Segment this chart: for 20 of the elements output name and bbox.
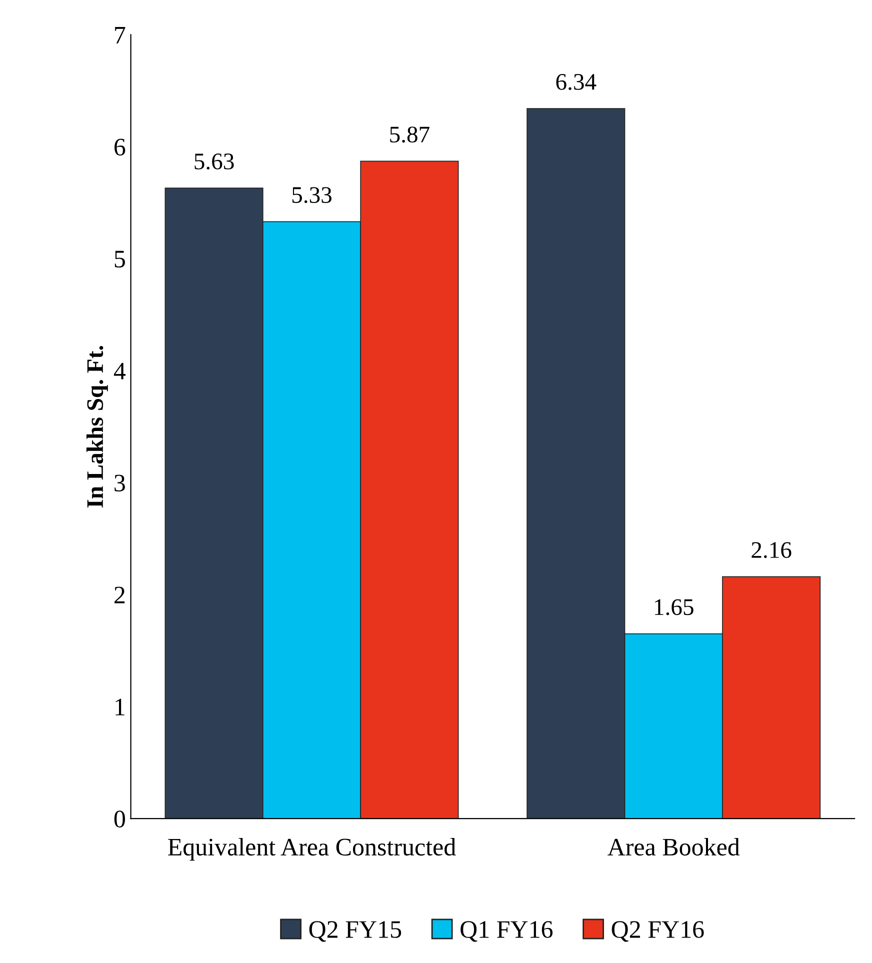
data-label: 5.87: [390, 126, 430, 143]
y-tick-label: 4: [114, 362, 126, 380]
y-tick-label: 7: [115, 26, 126, 44]
legend-label: Q2 FY16: [612, 921, 704, 942]
y-tick-label: 2: [114, 586, 125, 604]
x-tick-label: Area Booked: [608, 838, 740, 856]
y-tick-label: 0: [114, 810, 125, 828]
data-label: 5.63: [194, 154, 234, 170]
y-tick-label: 1: [116, 698, 124, 716]
y-tick-label: 3: [114, 474, 125, 492]
data-label: 6.34: [556, 74, 596, 90]
data-label: 1.65: [655, 599, 694, 616]
data-label: 2.16: [752, 542, 792, 558]
legend-label: Q1 FY16: [460, 921, 553, 942]
y-tick-label: 6: [114, 138, 126, 156]
data-label: 5.33: [292, 187, 332, 204]
legend-label: Q2 FY15: [309, 921, 402, 942]
x-tick-label: Equivalent Area Constructed: [168, 838, 456, 861]
y-tick-label: 5: [114, 250, 125, 268]
y-axis-title: In Lakhs Sq. Ft.: [86, 346, 108, 508]
